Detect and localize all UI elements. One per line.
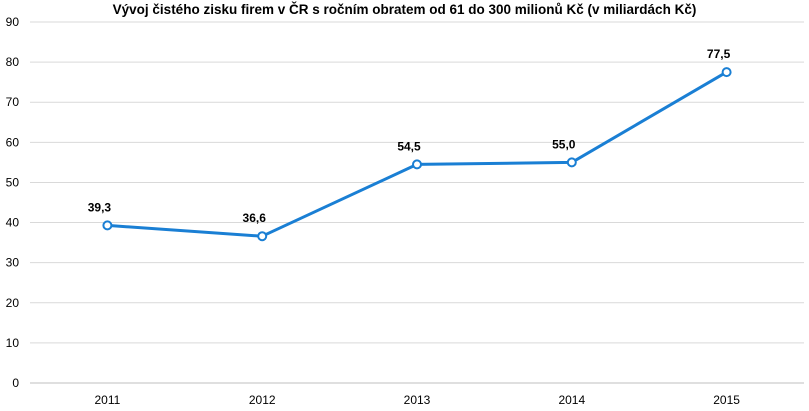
data-label: 54,5 <box>397 139 421 153</box>
x-tick-label: 2012 <box>249 393 276 407</box>
y-tick-label: 60 <box>6 135 20 149</box>
data-point <box>102 220 113 231</box>
y-tick-label: 10 <box>6 336 20 350</box>
y-tick-label: 90 <box>6 15 20 29</box>
x-tick-label: 2013 <box>404 393 431 407</box>
y-tick-label: 40 <box>6 216 20 230</box>
data-point <box>566 157 577 168</box>
x-tick-label: 2014 <box>558 393 585 407</box>
x-tick-label: 2011 <box>94 393 120 407</box>
data-label: 39,3 <box>88 200 112 214</box>
data-label: 77,5 <box>707 47 731 61</box>
data-point <box>721 67 732 78</box>
data-label: 36,6 <box>243 211 267 225</box>
y-tick-label: 0 <box>12 376 19 390</box>
y-tick-label: 80 <box>6 55 20 69</box>
y-tick-label: 50 <box>6 175 20 189</box>
chart-title: Vývoj čistého zisku firem v ČR s ročním … <box>112 2 697 17</box>
y-tick-label: 20 <box>6 296 20 310</box>
y-tick-label: 30 <box>6 256 20 270</box>
data-label: 55,0 <box>552 137 576 151</box>
data-point <box>257 231 268 242</box>
data-point <box>412 159 422 170</box>
x-tick-label: 2015 <box>713 393 740 407</box>
series-line <box>105 70 729 238</box>
y-tick-label: 70 <box>6 95 20 109</box>
